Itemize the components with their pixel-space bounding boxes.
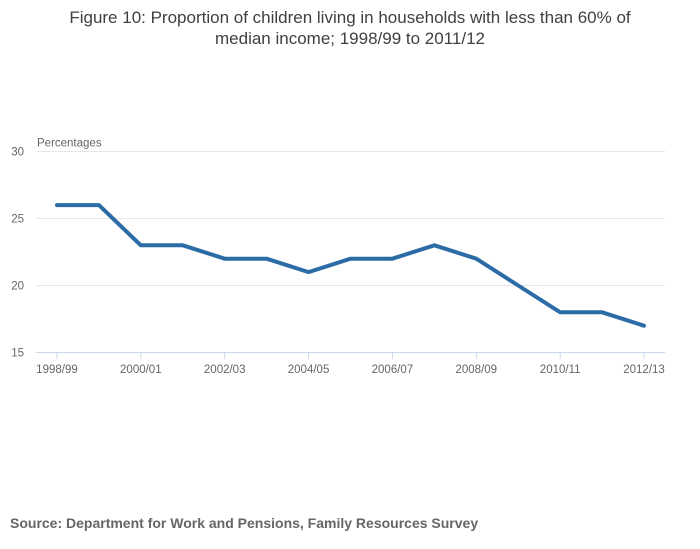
x-axis-label: 2008/09	[456, 364, 498, 376]
x-axis-label: 2002/03	[204, 364, 246, 376]
x-axis-label: 2004/05	[288, 364, 330, 376]
x-axis-label: 2012/13	[623, 364, 665, 376]
y-axis-label: 15	[11, 348, 24, 360]
y-axis-label: 30	[11, 147, 24, 159]
x-axis-label: 2000/01	[120, 364, 162, 376]
x-axis-label: 2010/11	[540, 364, 581, 376]
y-axis-title: Percentages	[37, 138, 102, 150]
x-axis-label: 2006/07	[372, 364, 414, 376]
figure-title-line-1: Figure 10: Proportion of children living…	[69, 8, 631, 27]
y-axis-label: 20	[11, 281, 24, 293]
data-series-line	[55, 203, 646, 328]
figure-title-line-2: median income; 1998/99 to 2011/12	[215, 29, 485, 48]
x-axis-label: 1998/99	[36, 364, 78, 376]
line-chart: 30 25 20 15 1998/99 2000/01 2002/03 2004/05 2006…	[11, 138, 665, 376]
source-note: Source: Department for Work and Pensions…	[10, 515, 479, 531]
y-axis-label: 25	[11, 214, 24, 226]
figure-title: Figure 10: Proportion of children living…	[0, 7, 700, 49]
